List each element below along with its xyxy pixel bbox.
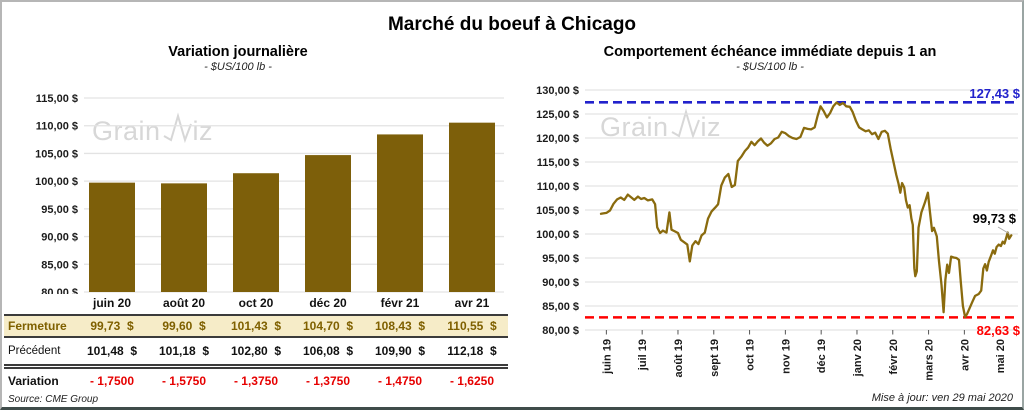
cell-variation-déc-20: - 1,3750 [292,364,364,393]
max-value-label: 127,43 $ [969,86,1020,101]
cell-precedent-févr-21: 109,90 $ [374,344,426,358]
daily-variation-bar-chart: 80,00 $ 85,00 $ 90,00 $ 95,00 $ 100,00 $ 105,… [35,93,504,294]
col-header-avr-21: avr 21 [454,296,490,310]
leader-line [997,226,1010,234]
page-title: Marché du boeuf à Chicago [387,14,637,35]
cell-precedent-déc-20: 106,08 $ [302,344,354,358]
cell-variation-août-20: - 1,5750 [148,364,220,393]
y-tick-label: 90,00 $ [542,277,579,289]
y-tick-label: 110,00 $ [537,181,579,193]
y-tick-label: 105,00 $ [35,148,78,160]
month-label-oct-19: oct 19 [745,339,757,371]
month-label-mars-20: mars 20 [924,339,936,381]
bar-août-20 [161,183,207,292]
futures-table: juin 20 août 20 oct 20 déc 20 févr 21 avr 21 F… [4,292,508,393]
month-label-août-19: août 19 [673,339,685,378]
front-month-line-chart: 80,00 $ 85,00 $ 90,00 $ 95,00 $ 100,00 $ 105,… [536,85,1021,381]
y-tick-label: 105,00 $ [536,205,579,217]
month-label-sept-19: sept 19 [709,339,721,377]
left-chart-subtitle: - $US/100 lb - [204,61,272,73]
month-label-avr-20: avr 20 [959,339,971,371]
col-header-juin-20: juin 20 [92,296,131,310]
cell-precedent-juin-20: 101,48 $ [86,344,138,358]
update-note: Mise à jour: ven 29 mai 2020 [871,392,1013,404]
right-chart-subtitle: - $US/100 lb - [736,61,804,73]
y-tick-label: 100,00 $ [35,176,78,188]
y-tick-label: 85,00 $ [41,259,78,271]
y-tick-label: 85,00 $ [542,301,579,313]
bar-févr-21 [377,134,423,292]
cell-fermeture-déc-20: 104,70 $ [292,314,364,338]
bar-oct-20 [233,173,279,292]
y-tick-label: 125,00 $ [536,109,579,121]
y-tick-label: 115,00 $ [36,93,78,105]
month-label-juil-19: juil 19 [637,339,649,371]
min-value-label: 82,63 $ [977,323,1021,338]
cell-fermeture-févr-21: 108,43 $ [364,314,436,338]
bar-déc-20 [305,155,351,292]
table-corner [4,292,76,314]
y-tick-label: 95,00 $ [41,204,78,216]
y-tick-label: 120,00 $ [536,133,579,145]
cell-fermeture-juin-20: 99,73 $ [76,314,148,338]
row-label-precedent: Précédent [8,345,61,357]
left-chart-header: Variation journalière - $US/100 lb - [2,44,474,73]
month-label-juin-19: juin 19 [601,339,613,375]
right-chart-header: Comportement échéance immédiate depuis 1… [518,44,1022,73]
month-label-nov-19: nov 19 [780,339,792,374]
last-value-label: 99,73 $ [973,211,1017,226]
month-label-mai-20: mai 20 [995,339,1007,373]
y-tick-label: 100,00 $ [536,229,579,241]
cell-variation-juin-20: - 1,7500 [76,364,148,393]
row-label-variation: Variation [4,364,76,393]
y-tick-label: 80,00 $ [542,325,579,337]
y-tick-label: 130,00 $ [536,85,579,97]
col-header-août-20: août 20 [162,296,205,310]
cell-variation-avr-21: - 1,6250 [436,364,508,393]
col-header-févr-21: févr 21 [380,296,420,310]
cell-variation-févr-21: - 1,4750 [364,364,436,393]
bar-juin-20 [89,182,135,292]
y-tick-label: 95,00 $ [542,253,579,265]
y-tick-label: 115,00 $ [537,157,579,169]
month-label-déc-19: déc 19 [816,339,828,373]
cell-fermeture-avr-21: 110,55 $ [436,314,508,338]
price-line [599,101,1013,319]
y-tick-label: 110,00 $ [36,121,78,133]
month-label-janv-20: janv 20 [852,339,864,377]
y-tick-label: 80,00 $ [41,287,78,294]
cell-precedent-oct-20: 102,80 $ [230,344,282,358]
month-label-févr-20: févr 20 [888,339,900,374]
row-label-fermeture: Fermeture [4,314,76,338]
cell-fermeture-août-20: 99,60 $ [148,314,220,338]
cell-precedent-avr-21: 112,18 $ [447,344,497,358]
right-chart-title: Comportement échéance immédiate depuis 1… [603,44,937,60]
cell-fermeture-oct-20: 101,43 $ [220,314,292,338]
bar-avr-21 [449,122,495,292]
source-note: Source: CME Group [8,394,99,405]
col-header-déc-20: déc 20 [309,296,347,310]
cell-variation-oct-20: - 1,3750 [220,364,292,393]
col-header-oct-20: oct 20 [238,296,274,310]
left-chart-title: Variation journalière [168,44,308,60]
cell-precedent-août-20: 101,18 $ [158,344,210,358]
y-tick-label: 90,00 $ [41,232,78,244]
